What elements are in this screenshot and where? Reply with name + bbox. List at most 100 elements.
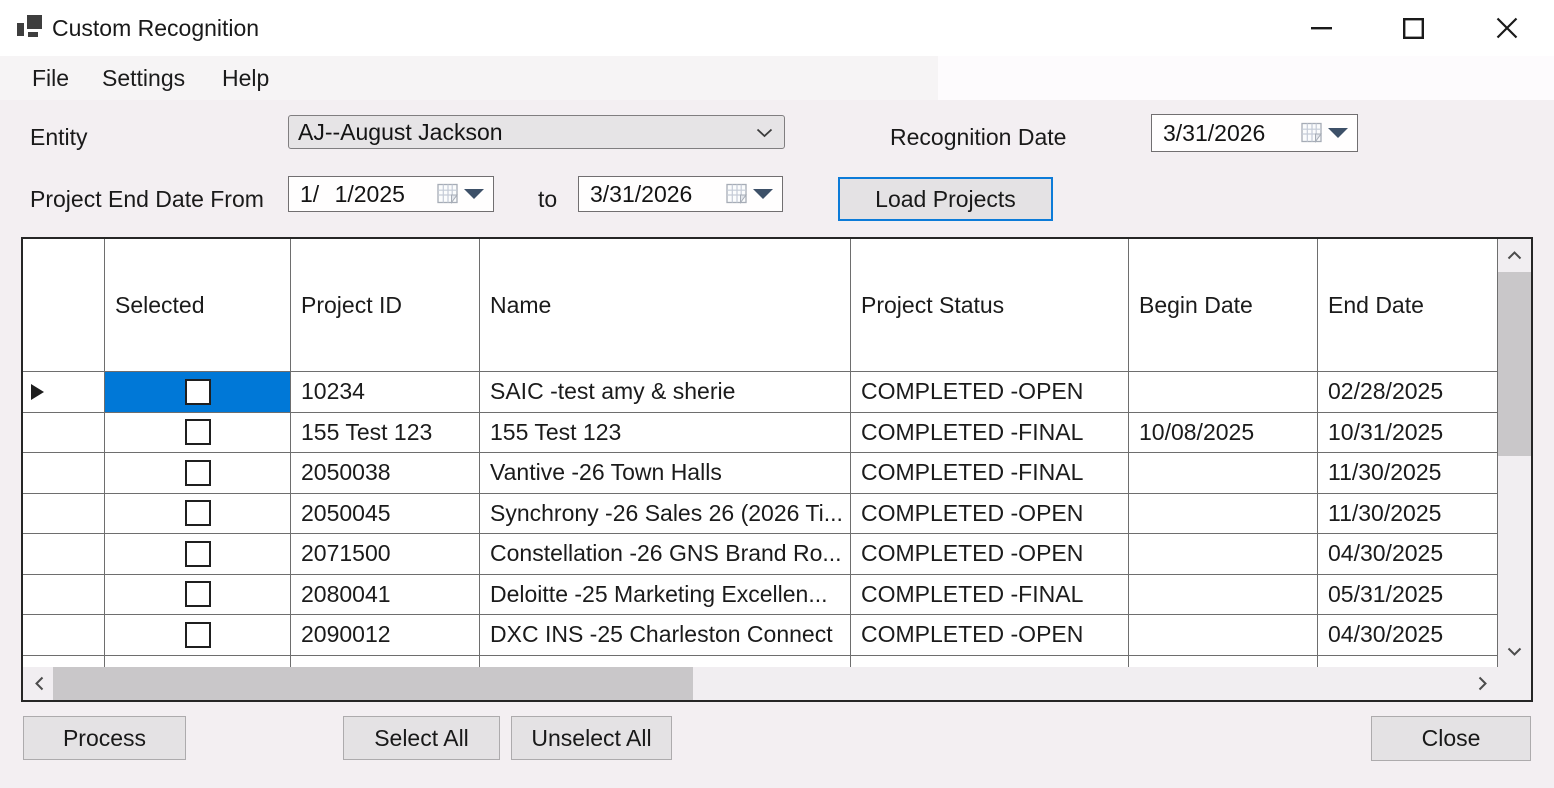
recognition-date-dropdown-button[interactable] (1301, 115, 1352, 151)
row-checkbox[interactable] (185, 540, 211, 567)
cell-project-status[interactable]: COMPLETED -FINAL (851, 574, 1129, 614)
date-to-value: 3/31/2026 (590, 180, 693, 207)
row-checkbox[interactable] (185, 378, 211, 405)
close-icon (1496, 17, 1518, 39)
current-row-arrow-icon (31, 384, 44, 400)
window-title: Custom Recognition (52, 14, 260, 41)
process-button[interactable]: Process (23, 716, 186, 760)
cell-begin-date[interactable] (1129, 453, 1318, 493)
recognition-date-picker[interactable]: 3/31/2026 (1151, 114, 1358, 152)
vertical-scrollbar[interactable] (1498, 239, 1531, 667)
cell-project-id[interactable]: 2050045 (291, 493, 480, 533)
cell-project-status[interactable]: COMPLETED -OPEN (851, 493, 1129, 533)
row-header-current[interactable] (23, 372, 105, 412)
close-button[interactable]: Close (1371, 716, 1531, 761)
cell-end-date[interactable]: 05/31/2025 (1318, 574, 1498, 614)
close-window-button[interactable] (1474, 0, 1540, 56)
scroll-up-button[interactable] (1498, 239, 1531, 271)
row-header[interactable] (23, 493, 105, 533)
row-checkbox[interactable] (185, 459, 211, 486)
cell-name[interactable]: SAIC -test amy & sherie (480, 372, 851, 412)
cell-project-id[interactable]: 2050038 (291, 453, 480, 493)
row-header[interactable] (23, 412, 105, 452)
select-all-button[interactable]: Select All (343, 716, 500, 760)
cell-end-date[interactable]: 10/31/2025 (1318, 412, 1498, 452)
menu-settings[interactable]: Settings (102, 64, 186, 91)
cell-project-id[interactable]: 10234 (291, 372, 480, 412)
projects-grid-content: Selected Project ID Name Project Status … (23, 239, 1531, 700)
cell-end-date[interactable]: 11/30/2025 (1318, 453, 1498, 493)
column-header-end-date[interactable]: End Date (1318, 239, 1498, 371)
unselect-all-button[interactable]: Unselect All (511, 716, 672, 760)
projects-grid: Selected Project ID Name Project Status … (21, 237, 1533, 702)
entity-combobox[interactable]: AJ--August Jackson (288, 115, 785, 149)
cell-begin-date[interactable]: 10/08/2025 (1129, 412, 1318, 452)
scroll-down-button[interactable] (1498, 635, 1531, 667)
cell-name[interactable]: Vantive -26 Town Halls (480, 453, 851, 493)
cell-end-date[interactable]: 04/30/2025 (1318, 534, 1498, 574)
cell-project-id[interactable]: 155 Test 123 (291, 412, 480, 452)
row-header[interactable] (23, 534, 105, 574)
row-checkbox[interactable] (185, 621, 211, 648)
grid-row: 155 Test 123 155 Test 123 COMPLETED -FINAL… (23, 412, 1498, 453)
row-checkbox[interactable] (185, 581, 211, 607)
maximize-button[interactable] (1380, 0, 1446, 56)
cell-selected[interactable] (105, 534, 291, 574)
menu-file[interactable]: File (32, 64, 70, 91)
cell-begin-date[interactable] (1129, 493, 1318, 533)
cell-begin-date[interactable] (1129, 534, 1318, 574)
grid-corner-header[interactable] (23, 239, 105, 371)
cell-begin-date[interactable] (1129, 574, 1318, 614)
menu-help[interactable]: Help (222, 64, 270, 91)
cell-selected[interactable] (105, 574, 291, 614)
column-header-begin-date[interactable]: Begin Date (1129, 239, 1318, 371)
date-from-dropdown-button[interactable] (437, 177, 488, 211)
date-from-picker[interactable]: 1/ 1/2025 (288, 176, 494, 212)
row-header[interactable] (23, 453, 105, 493)
column-header-project-status[interactable]: Project Status (851, 239, 1129, 371)
cell-project-id[interactable]: 2090012 (291, 615, 480, 655)
row-checkbox[interactable] (185, 500, 211, 526)
cell-name[interactable]: Synchrony -26 Sales 26 (2026 Ti... (480, 493, 851, 533)
cell-begin-date[interactable] (1129, 372, 1318, 412)
column-header-project-id[interactable]: Project ID (291, 239, 480, 371)
column-header-name[interactable]: Name (480, 239, 851, 371)
cell-name[interactable]: Constellation -26 GNS Brand Ro... (480, 534, 851, 574)
load-projects-button[interactable]: Load Projects (838, 177, 1053, 221)
cell-end-date[interactable]: 04/30/2025 (1318, 615, 1498, 655)
row-header[interactable] (23, 615, 105, 655)
cell-project-id[interactable]: 2080041 (291, 574, 480, 614)
scroll-left-button[interactable] (23, 667, 55, 700)
cell-begin-date[interactable] (1129, 615, 1318, 655)
cell-end-date[interactable]: 11/30/2025 (1318, 493, 1498, 533)
row-checkbox[interactable] (185, 419, 211, 445)
partial-row-cell (480, 655, 851, 668)
scroll-right-button[interactable] (1466, 667, 1498, 700)
cell-project-status[interactable]: COMPLETED -OPEN (851, 615, 1129, 655)
date-to-dropdown-button[interactable] (726, 177, 777, 211)
cell-selected[interactable] (105, 412, 291, 452)
row-header[interactable] (23, 574, 105, 614)
cell-name[interactable]: Deloitte -25 Marketing Excellen... (480, 574, 851, 614)
partial-row-cell (23, 655, 105, 668)
date-from-value: 1/ 1/2025 (300, 180, 405, 207)
column-header-selected[interactable]: Selected (105, 239, 291, 371)
cell-project-status[interactable]: COMPLETED -FINAL (851, 453, 1129, 493)
cell-project-id[interactable]: 2071500 (291, 534, 480, 574)
cell-project-status[interactable]: COMPLETED -OPEN (851, 534, 1129, 574)
cell-selected[interactable] (105, 615, 291, 655)
cell-selected[interactable] (105, 493, 291, 533)
horizontal-scrollbar[interactable] (23, 667, 1531, 700)
cell-selected[interactable] (105, 372, 291, 412)
vertical-scrollbar-thumb[interactable] (1498, 272, 1531, 456)
cell-selected[interactable] (105, 453, 291, 493)
cell-end-date[interactable]: 02/28/2025 (1318, 372, 1498, 412)
cell-project-status[interactable]: COMPLETED -OPEN (851, 372, 1129, 412)
cell-name[interactable]: 155 Test 123 (480, 412, 851, 452)
horizontal-scrollbar-thumb[interactable] (53, 667, 693, 700)
minimize-button[interactable] (1289, 0, 1355, 56)
cell-project-status[interactable]: COMPLETED -FINAL (851, 412, 1129, 452)
grid-row: 2090012 DXC INS -25 Charleston Connect COM… (23, 615, 1498, 656)
cell-name[interactable]: DXC INS -25 Charleston Connect (480, 615, 851, 655)
date-to-picker[interactable]: 3/31/2026 (578, 176, 783, 212)
